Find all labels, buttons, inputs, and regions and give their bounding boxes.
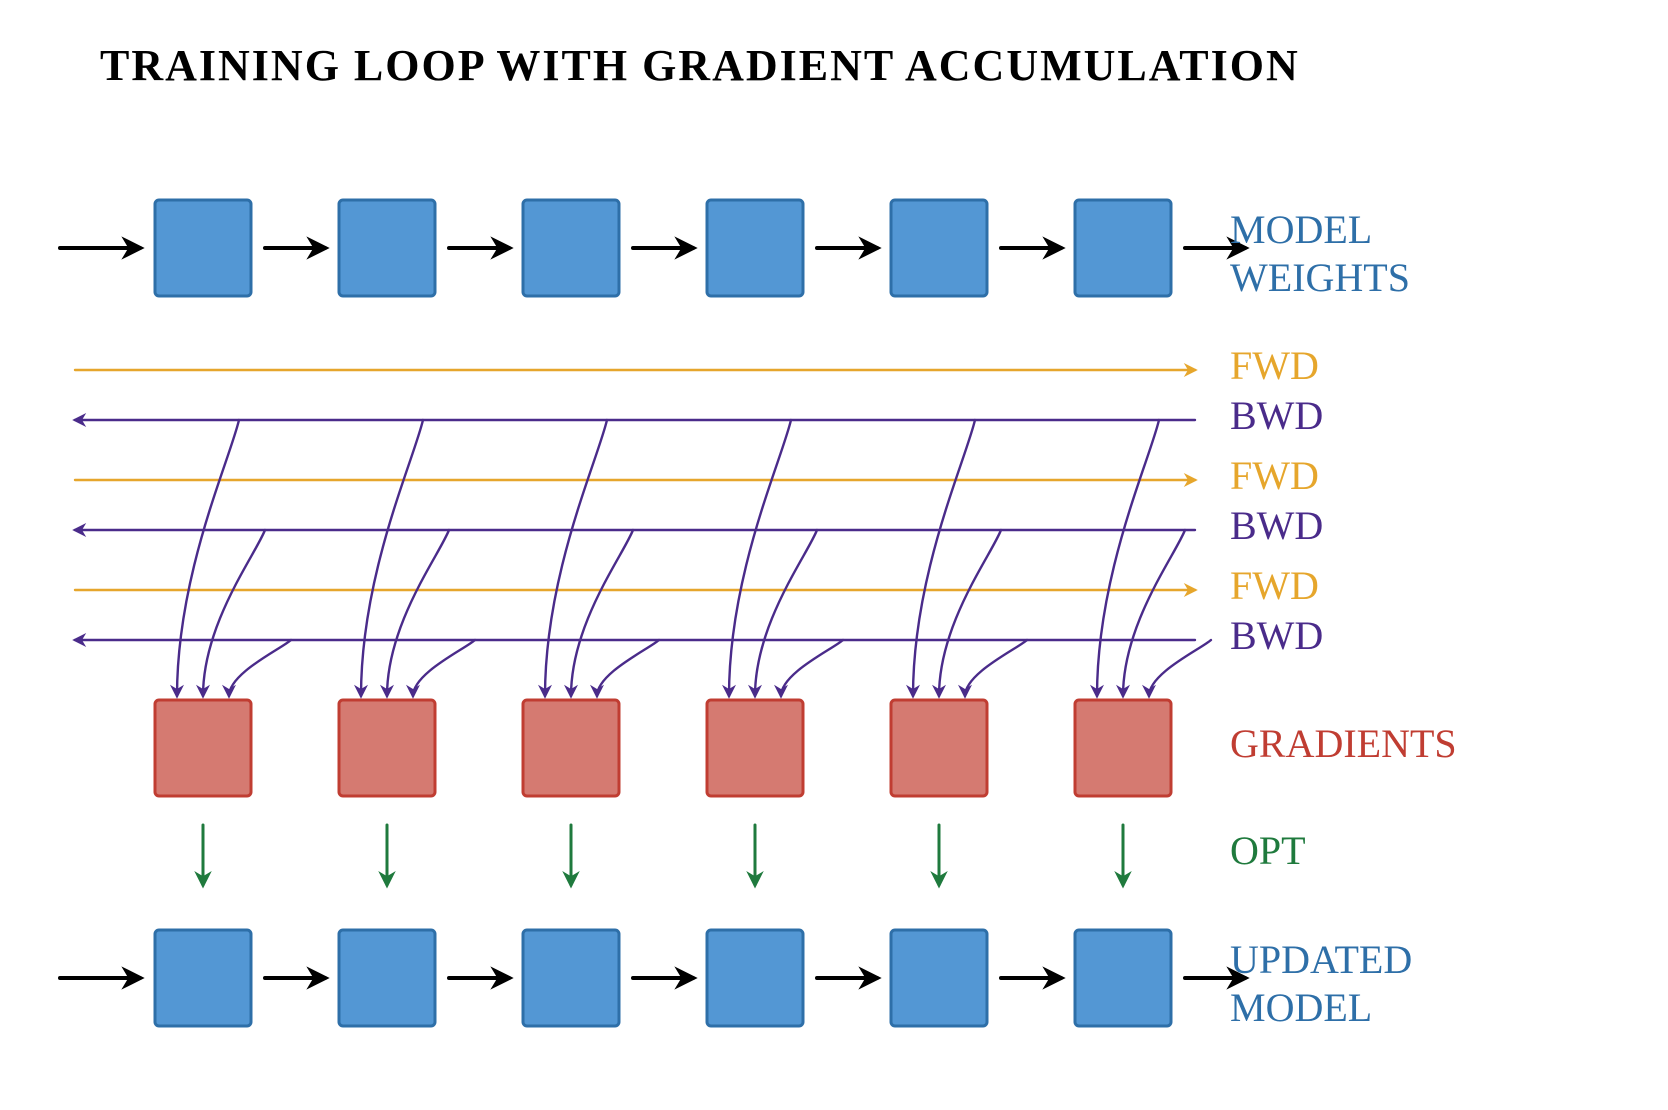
label-model-weights-1: MODEL: [1230, 207, 1372, 252]
gradients-row-box: [1075, 700, 1171, 796]
updated-model-row-box: [523, 930, 619, 1026]
accum-curve: [203, 530, 265, 696]
label-updated-1: UPDATED: [1230, 937, 1412, 982]
bwd-to-gradient-curves: [177, 420, 1211, 696]
label-bwd-3: BWD: [1230, 613, 1323, 658]
model-weights-row-box: [155, 200, 251, 296]
model-weights-row-box: [891, 200, 987, 296]
accum-curve: [229, 640, 291, 696]
label-bwd-1: BWD: [1230, 393, 1323, 438]
label-updated-2: MODEL: [1230, 985, 1372, 1030]
accum-curve: [755, 530, 817, 696]
label-fwd-2: FWD: [1230, 453, 1319, 498]
model-weights-row-box: [339, 200, 435, 296]
accum-curve: [413, 640, 475, 696]
updated-model-row-box: [891, 930, 987, 1026]
updated-model-row-box: [707, 930, 803, 1026]
gradients-row-box: [339, 700, 435, 796]
label-opt: OPT: [1230, 828, 1306, 873]
accum-curve: [597, 640, 659, 696]
gradients-row-box: [523, 700, 619, 796]
label-fwd-1: FWD: [1230, 343, 1319, 388]
accum-curve: [1149, 640, 1211, 696]
updated-model-row-box: [1075, 930, 1171, 1026]
gradients-row: [155, 700, 1171, 796]
gradients-row-box: [155, 700, 251, 796]
accum-curve: [387, 530, 449, 696]
opt-arrows: [203, 825, 1123, 885]
accum-curve: [781, 640, 843, 696]
accum-curve: [1123, 530, 1185, 696]
updated-model-row-box: [155, 930, 251, 1026]
updated-model-row-box: [339, 930, 435, 1026]
model-weights-row-box: [523, 200, 619, 296]
model-weights-row-box: [707, 200, 803, 296]
gradients-row-box: [891, 700, 987, 796]
model-weights-row-box: [1075, 200, 1171, 296]
gradients-row-box: [707, 700, 803, 796]
label-fwd-3: FWD: [1230, 563, 1319, 608]
diagram-title: TRAINING LOOP WITH GRADIENT ACCUMULATION: [100, 41, 1300, 90]
accum-curve: [571, 530, 633, 696]
accum-curve: [965, 640, 1027, 696]
label-gradients: GRADIENTS: [1230, 721, 1457, 766]
label-model-weights-2: WEIGHTS: [1230, 255, 1410, 300]
label-bwd-2: BWD: [1230, 503, 1323, 548]
accum-curve: [939, 530, 1001, 696]
